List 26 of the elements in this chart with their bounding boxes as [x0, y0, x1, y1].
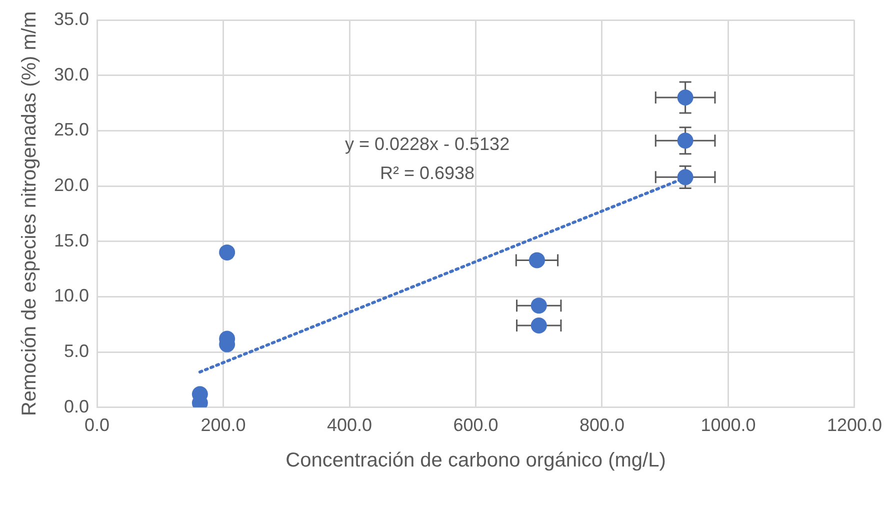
point [530, 298, 547, 314]
x-tick-label: 200.0 [200, 415, 246, 436]
point [677, 89, 694, 106]
y-tick-label: 10.0 [54, 286, 90, 306]
x-tick-label: 1200.0 [826, 415, 882, 436]
annotation: y = 0.0228x - 0.5132 [344, 134, 510, 154]
x-tick-label: 0.0 [84, 415, 110, 436]
y-tick-label: 5.0 [64, 341, 90, 362]
x-tick-label: 1000.0 [700, 415, 756, 436]
annotation: R² = 0.6938 [380, 162, 475, 183]
y-tick-label: 0.0 [64, 396, 90, 416]
y-tick-label: 15.0 [54, 230, 90, 250]
point [677, 169, 694, 186]
y-axis-title: Remoción de especies nitrogenadas (%) m/m [18, 11, 41, 416]
x-tick-label: 800.0 [579, 415, 625, 436]
x-tick-label: 600.0 [453, 415, 498, 436]
y-tick-label: 35.0 [54, 8, 90, 29]
y-tick-label: 20.0 [54, 174, 90, 195]
point [677, 132, 694, 149]
x-axis-title: Concentración de carbono orgánico (mg/L) [286, 450, 666, 472]
y-tick-label: 30.0 [54, 64, 90, 84]
point [219, 244, 236, 260]
y-tick-label: 25.0 [54, 120, 90, 140]
point [530, 317, 547, 334]
point [528, 252, 545, 268]
x-tick-label: 400.0 [326, 415, 372, 436]
